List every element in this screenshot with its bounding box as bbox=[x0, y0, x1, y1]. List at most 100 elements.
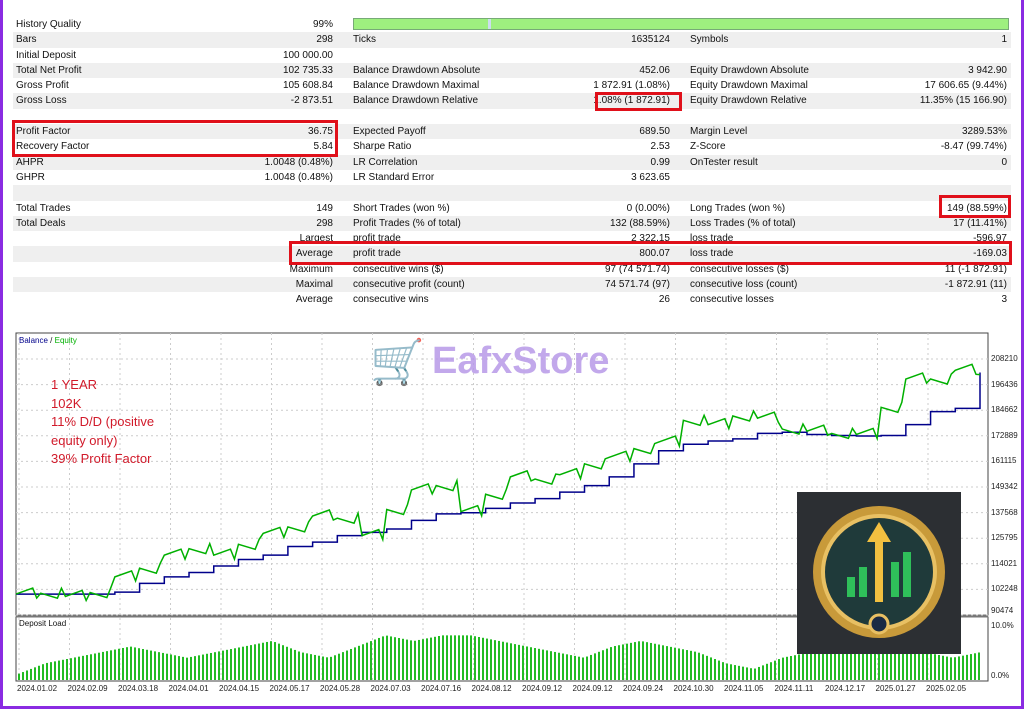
x-tick-label: 2024.02.09 bbox=[67, 684, 108, 693]
deposit-load-bar bbox=[542, 649, 544, 680]
deposit-load-bar bbox=[186, 657, 188, 680]
deposit-load-bar bbox=[102, 651, 104, 680]
deposit-load-bar bbox=[386, 635, 388, 680]
x-tick-label: 2024.08.12 bbox=[471, 684, 512, 693]
y-tick-label: 149342 bbox=[991, 482, 1018, 491]
deposit-load-bar bbox=[382, 636, 384, 680]
deposit-load-bar bbox=[310, 654, 312, 680]
deposit-load-bar bbox=[22, 672, 24, 680]
deposit-load-bar bbox=[694, 651, 696, 680]
deposit-load-bar bbox=[294, 649, 296, 680]
deposit-load-bar bbox=[746, 667, 748, 680]
deposit-load-bar bbox=[322, 656, 324, 680]
deposit-load-bar bbox=[634, 642, 636, 680]
stat-label: Loss Trades (% of total) bbox=[690, 217, 796, 229]
deposit-load-bar bbox=[646, 642, 648, 680]
stat-label: Gross Profit bbox=[16, 80, 69, 92]
deposit-load-bar bbox=[114, 649, 116, 680]
stat-label: consecutive profit (count) bbox=[353, 279, 465, 291]
deposit-load-bar bbox=[506, 642, 508, 680]
stats-row: Gross Loss -2 873.51 Balance Drawdown Rela… bbox=[13, 93, 1011, 109]
stat-value: 97 (74 571.74) bbox=[604, 263, 670, 275]
stats-row: Total Deals 298 Profit Trades (% of total)… bbox=[13, 215, 1011, 232]
deposit-load-bar bbox=[534, 648, 536, 680]
deposit-load-bar bbox=[906, 648, 908, 680]
deposit-load-bar bbox=[74, 657, 76, 680]
deposit-load-bar bbox=[498, 640, 500, 680]
stat-value: 1 872.91 (1.08%) bbox=[593, 80, 670, 92]
deposit-load-bar bbox=[154, 651, 156, 680]
stats-row: Initial Deposit 100 000.00 bbox=[13, 48, 1011, 63]
y-tick-label: 208210 bbox=[991, 354, 1018, 363]
stat-value: 1.08% (1 872.91) bbox=[593, 95, 670, 107]
deposit-load-bar bbox=[838, 646, 840, 680]
deposit-load-bar bbox=[802, 653, 804, 680]
deposit-load-bar bbox=[682, 649, 684, 680]
deposit-load-bar bbox=[402, 638, 404, 680]
deposit-load-bar bbox=[30, 668, 32, 680]
stat-value: 11 (-1 872.91) bbox=[944, 263, 1007, 275]
deposit-load-bar bbox=[174, 655, 176, 680]
deposit-load-bar bbox=[250, 645, 252, 680]
stat-value: 99% bbox=[312, 19, 333, 30]
deposit-load-bar bbox=[58, 660, 60, 680]
deposit-load-bar bbox=[110, 650, 112, 680]
stat-value: 100 000.00 bbox=[282, 49, 333, 61]
deposit-load-bar bbox=[290, 648, 292, 680]
stat-value: Largest bbox=[299, 233, 333, 245]
deposit-load-bar bbox=[726, 663, 728, 680]
annotation-line: 1 YEAR bbox=[51, 377, 98, 392]
deposit-load-bar bbox=[970, 654, 972, 680]
stats-row: Largest profit trade 2 322.15 loss trade -59… bbox=[13, 231, 1011, 246]
history-quality-bar bbox=[353, 18, 1009, 30]
deposit-load-bar bbox=[654, 643, 656, 680]
deposit-load-bar bbox=[82, 655, 84, 680]
stat-label: Equity Drawdown Absolute bbox=[690, 64, 809, 76]
deposit-load-bar bbox=[66, 658, 68, 680]
deposit-load-bar bbox=[810, 652, 812, 680]
deposit-load-bar bbox=[454, 635, 456, 680]
deposit-load-bar bbox=[306, 653, 308, 680]
deposit-load-bar bbox=[126, 647, 128, 680]
stats-row: Gross Profit 105 608.84 Balance Drawdown M… bbox=[13, 78, 1011, 93]
stat-label: consecutive wins bbox=[353, 294, 429, 306]
deposit-load-bar bbox=[482, 637, 484, 680]
deposit-load-bar bbox=[938, 654, 940, 680]
stat-label: History Quality bbox=[16, 19, 82, 30]
deposit-load-bar bbox=[246, 645, 248, 680]
stat-label: Total Net Profit bbox=[16, 64, 82, 76]
deposit-load-bar bbox=[594, 653, 596, 680]
deposit-load-bar bbox=[710, 657, 712, 680]
deposit-load-bar bbox=[650, 642, 652, 680]
deposit-load-bar bbox=[618, 645, 620, 680]
deposit-load-bar bbox=[658, 644, 660, 680]
deposit-load-bar bbox=[778, 659, 780, 680]
stat-label: profit trade bbox=[353, 248, 401, 260]
chart-legend: Balance / Equity bbox=[19, 336, 77, 345]
deposit-load-bar bbox=[494, 640, 496, 680]
stat-label: Bars bbox=[16, 34, 37, 46]
stat-value: 689.50 bbox=[639, 126, 670, 138]
stats-row: Maximum consecutive wins ($) 97 (74 571.74… bbox=[13, 262, 1011, 277]
deposit-load-bar bbox=[430, 637, 432, 680]
y-tick-label: 90474 bbox=[991, 606, 1014, 615]
deposit-load-bar bbox=[42, 664, 44, 680]
deposit-load-bar bbox=[46, 662, 48, 680]
deposit-load-bar bbox=[794, 655, 796, 680]
deposit-load-bar bbox=[798, 654, 800, 680]
y-tick-label: 102248 bbox=[991, 584, 1018, 594]
stat-label: Z-Score bbox=[690, 141, 726, 153]
deposit-load-bar bbox=[170, 654, 172, 680]
x-tick-label: 2024.07.03 bbox=[370, 684, 411, 693]
deposit-load-bar bbox=[374, 639, 376, 680]
stat-label: Initial Deposit bbox=[16, 49, 77, 61]
deposit-load-bar bbox=[446, 635, 448, 680]
deposit-load-bar bbox=[890, 645, 892, 680]
deposit-load-bar bbox=[550, 651, 552, 680]
stat-value: -8.47 (99.74%) bbox=[940, 141, 1007, 153]
deposit-load-bar bbox=[786, 656, 788, 680]
deposit-load-bar bbox=[238, 647, 240, 680]
deposit-load-bar bbox=[834, 647, 836, 680]
deposit-load-bar bbox=[606, 648, 608, 680]
deposit-load-bar bbox=[882, 643, 884, 680]
